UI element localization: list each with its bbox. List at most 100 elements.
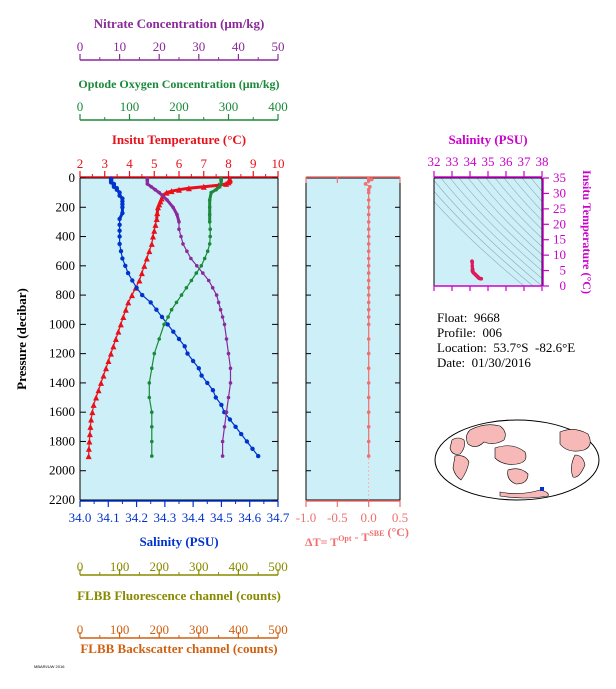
salinity-point [120, 256, 125, 261]
nitrate-point [228, 381, 233, 385]
salinity-point [125, 270, 131, 276]
density-contour [530, 178, 542, 192]
nitrate-point [171, 205, 175, 210]
oxygen-point [205, 249, 210, 253]
salinity-point [239, 431, 244, 437]
nitrate-point [185, 249, 189, 253]
nitrate-tick-label: 10 [113, 39, 126, 54]
ts-point [479, 276, 484, 281]
oxygen-point [207, 198, 212, 202]
nitrate-point [179, 234, 183, 239]
delta-point [366, 242, 371, 246]
nitrate-point [220, 439, 225, 444]
salinity-point [227, 417, 233, 422]
salinity-point [244, 439, 250, 444]
salinity-point [219, 402, 224, 408]
delta-point [370, 177, 374, 182]
nitrate-point [216, 300, 221, 305]
oxygen-point [162, 322, 166, 327]
temperature-tick-label: 5 [151, 156, 158, 171]
oxygen-point [184, 286, 189, 290]
salinity-tick-label: 34.6 [238, 510, 261, 525]
temperature-point [85, 445, 92, 452]
float-location-marker [540, 487, 544, 491]
temperature-tick-label: 3 [102, 156, 109, 171]
oxygen-point [214, 187, 218, 192]
oxygen-point [174, 300, 179, 305]
salinity-point [117, 234, 122, 239]
temperature-point [176, 186, 182, 193]
density-contour [512, 178, 542, 212]
temperature-point [168, 188, 175, 195]
oxygen-point [207, 220, 212, 224]
delta-axis-title: ΔT= TOpt - TSBE (°C) [305, 525, 409, 549]
delta-point [366, 187, 371, 192]
salinity-point [130, 278, 135, 283]
delta-point [366, 307, 371, 312]
salinity-point [182, 344, 187, 349]
pressure-tick-label: 800 [56, 287, 76, 302]
map-landmass [559, 429, 591, 452]
temperature-point [141, 262, 148, 269]
temperature-point [138, 270, 145, 277]
pressure-tick-label: 1200 [49, 346, 75, 361]
nitrate-point [218, 307, 223, 312]
temperature-point [102, 365, 109, 372]
delta-title-part: ΔT= T [305, 535, 338, 549]
density-contour [539, 178, 542, 181]
salinity-tick-label: 34.4 [182, 510, 205, 525]
ts-temperature-tick-label: 30 [553, 185, 566, 200]
oxygen-point [150, 366, 154, 371]
oxygen-point [157, 337, 161, 341]
oxygen-point [208, 227, 212, 231]
salinity-point [134, 285, 139, 290]
nitrate-point [177, 220, 181, 224]
oxygen-point [152, 351, 157, 356]
temperature-point [200, 183, 207, 190]
temperature-point [86, 438, 93, 445]
temperature-point [136, 277, 143, 284]
salinity-tick-label: 34.0 [69, 510, 92, 525]
delta-point [366, 205, 371, 210]
temperature-point [153, 215, 160, 222]
ts-temperature-axis-title: Insitu Temperature (°C) [580, 170, 594, 294]
temperature-point [107, 350, 114, 357]
pressure-tick-label: 400 [56, 229, 76, 244]
oxygen-tick-label: 400 [268, 99, 288, 114]
fluorescence-tick-label: 100 [110, 559, 130, 574]
nitrate-point [228, 366, 233, 371]
temperature-point [112, 336, 119, 342]
temperature-point [100, 372, 107, 379]
oxygen-point [207, 212, 212, 217]
oxygen-point [189, 278, 194, 283]
delta-title-part: (°C) [384, 525, 408, 539]
oxygen-axis-title: Optode Oxygen Concentration (μm/kg) [78, 77, 279, 91]
oxygen-point [150, 439, 154, 444]
salinity-point [165, 322, 170, 327]
oxygen-point [202, 256, 207, 261]
ts-temperature-tick-label: 20 [553, 216, 566, 231]
delta-point [366, 256, 371, 261]
temperature-point [93, 394, 100, 401]
temperature-point [88, 416, 95, 423]
profile-number: Profile: 006 [437, 325, 502, 340]
temperature-point [122, 306, 129, 313]
temperature-point [154, 210, 161, 217]
oxygen-point [219, 182, 223, 186]
oxygen-point [207, 242, 212, 246]
salinity-point [233, 424, 238, 429]
pressure-axis-title: Pressure (decibar) [14, 288, 29, 390]
temperature-point [128, 292, 135, 299]
backscatter-tick-label: 300 [189, 622, 209, 637]
delta-point [366, 322, 371, 327]
delta-point [363, 182, 368, 186]
temperature-point [117, 321, 124, 328]
nitrate-point [220, 315, 225, 319]
salinity-point [250, 446, 255, 451]
nitrate-point [189, 256, 193, 261]
delta-point [366, 410, 371, 415]
world-map [434, 419, 600, 501]
backscatter-axis-title: FLBB Backscatter channel (counts) [80, 641, 277, 656]
salinity-point [140, 292, 145, 298]
salinity-point [196, 366, 201, 371]
